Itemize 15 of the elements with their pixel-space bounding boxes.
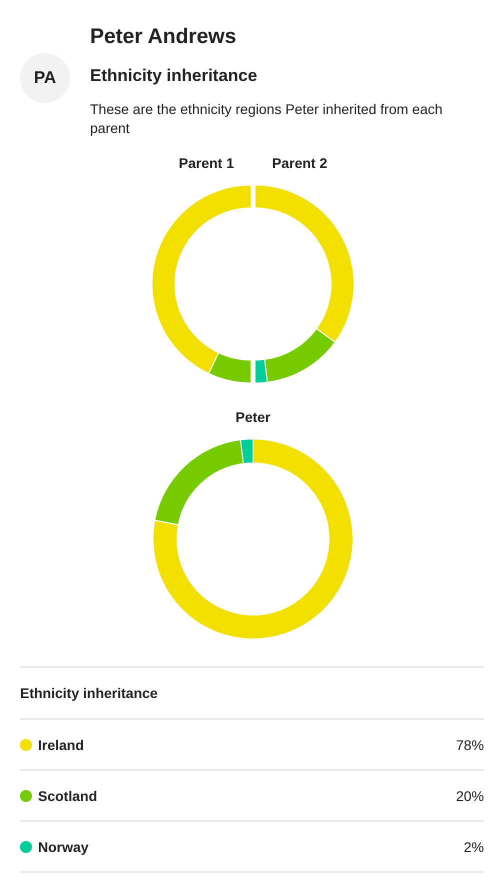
legend-label: Ireland <box>38 736 85 752</box>
legend-label: Norway <box>38 838 90 854</box>
data-label: 78% <box>456 736 484 752</box>
text: Peter Andrews <box>90 25 236 49</box>
chart-title: Parent 2 <box>272 155 328 171</box>
chart-title: Parent 1 <box>178 155 234 171</box>
legend-title: Ethnicity inheritance <box>20 666 484 720</box>
text: PA <box>20 53 70 103</box>
legend-label: Scotland <box>38 788 98 804</box>
text: These are the ethnicity regions Peter inherited from each parent <box>90 100 444 138</box>
data-label: 20% <box>456 788 484 804</box>
donut-slice <box>152 438 354 640</box>
text: Ethnicity inheritance <box>90 66 258 86</box>
chart-title: Peter <box>235 409 272 425</box>
data-label: 2% <box>464 838 484 854</box>
